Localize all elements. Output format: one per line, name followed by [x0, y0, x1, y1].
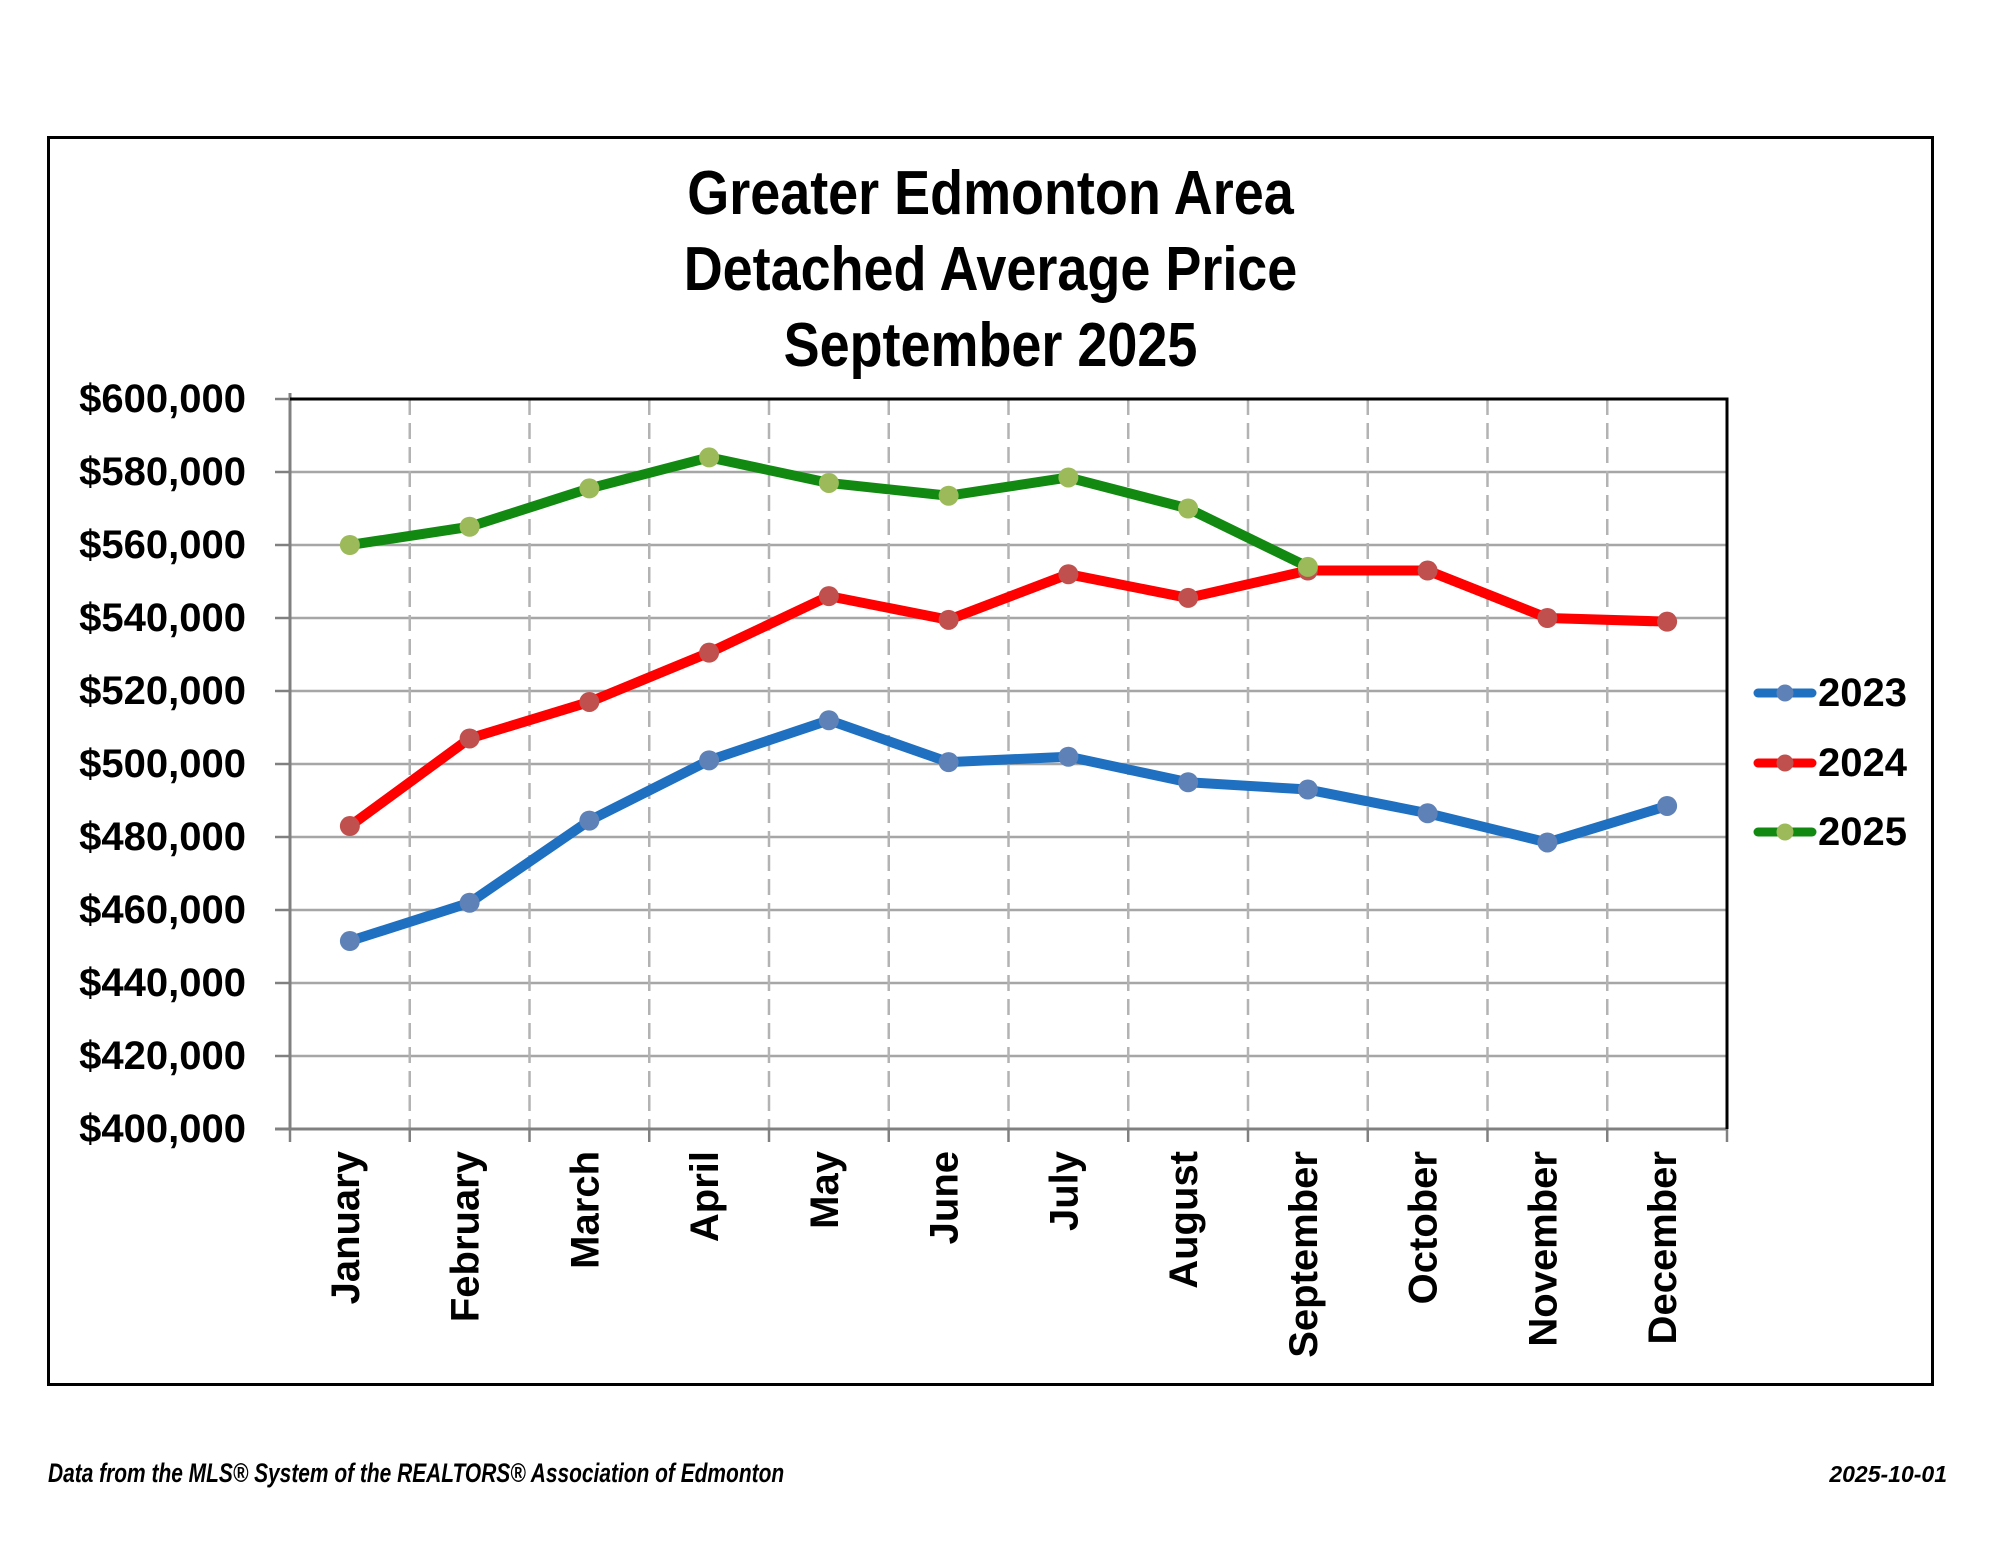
x-axis-label: March [563, 1151, 607, 1269]
series-2024-point-July [1058, 564, 1079, 585]
series-2023-point-December [1657, 795, 1678, 816]
legend-entry-2025: 2025 [1752, 812, 1907, 852]
series-2024-point-February [459, 728, 480, 749]
legend-entry-2024: 2024 [1752, 743, 1907, 783]
legend-label-2025: 2025 [1818, 810, 1907, 854]
y-axis-label: $600,000 [79, 377, 246, 421]
chart-title-line-2: Detached Average Price [683, 235, 1298, 304]
x-axis-label: September [1282, 1151, 1326, 1358]
series-2025-point-July [1058, 467, 1079, 488]
legend-swatch-2025 [1753, 823, 1817, 841]
chart-title: Greater Edmonton Area Detached Average P… [170, 156, 1812, 384]
footer-date: 2025-10-01 [1829, 1461, 1947, 1487]
legend-label-2024: 2024 [1818, 740, 1907, 785]
series-2023-point-January [339, 931, 360, 952]
y-axis-label: $560,000 [79, 523, 246, 567]
chart-title-line-1: Greater Edmonton Area [687, 159, 1294, 228]
x-axis-label: October [1402, 1151, 1446, 1304]
x-axis-label: December [1641, 1151, 1685, 1344]
series-2025-point-May [818, 472, 839, 493]
series-2023-point-June [938, 752, 959, 773]
series-2024-point-November [1537, 608, 1558, 628]
x-axis-label: May [803, 1150, 847, 1229]
series-2023-point-August [1178, 772, 1199, 793]
series-line-2024 [344, 565, 1673, 832]
series-2025-point-January [339, 535, 360, 555]
y-axis-label: $460,000 [79, 888, 246, 932]
y-axis-label: $540,000 [79, 596, 246, 640]
series-2024-point-August [1178, 587, 1199, 608]
series-2023-point-July [1058, 746, 1079, 767]
series-2025-point-March [579, 478, 600, 499]
series-2024-point-May [818, 586, 839, 607]
series-2025-point-August [1178, 498, 1199, 519]
y-axis-label: $400,000 [79, 1107, 246, 1151]
series-2023-point-October [1417, 803, 1438, 824]
series-2023-point-November [1537, 832, 1558, 853]
x-axis-label: November [1521, 1151, 1565, 1347]
y-axis-label: $420,000 [79, 1034, 246, 1078]
chart-title-line-3: September 2025 [783, 311, 1198, 380]
series-2023-point-March [579, 810, 600, 831]
y-axis-label: $500,000 [79, 742, 246, 786]
x-axis-label: June [923, 1151, 967, 1244]
series-2025-point-September [1297, 556, 1318, 577]
series-2024-point-April [699, 642, 720, 663]
series-2024-point-October [1417, 560, 1438, 581]
series-2023-point-April [699, 750, 720, 771]
series-2025-point-April [699, 447, 720, 468]
y-axis-label: $480,000 [79, 815, 246, 859]
x-axis-label: August [1162, 1151, 1206, 1289]
series-2024-point-December [1657, 611, 1678, 632]
series-2023-point-May [818, 710, 839, 731]
series-2024-point-March [579, 691, 600, 712]
legend-entry-2023: 2023 [1752, 673, 1907, 713]
series-2025-point-June [938, 485, 959, 506]
series-2024-point-June [938, 609, 959, 630]
series-2023-point-February [459, 892, 480, 913]
x-axis-label: July [1042, 1150, 1086, 1231]
series-2025-point-February [459, 516, 480, 537]
y-axis-label: $440,000 [79, 961, 246, 1005]
legend-swatch-2024 [1753, 754, 1817, 771]
x-axis-label: February [444, 1150, 488, 1322]
series-line-2023 [344, 715, 1673, 947]
x-axis-label: January [324, 1150, 368, 1304]
series-2024-point-January [339, 816, 360, 837]
legend-label-2023: 2023 [1818, 671, 1907, 715]
series-2023-point-September [1297, 779, 1318, 800]
y-axis-label: $580,000 [79, 450, 246, 494]
x-axis-label: April [683, 1151, 727, 1242]
y-axis-label: $520,000 [79, 669, 246, 713]
legend-swatch-2023 [1753, 684, 1817, 702]
footer-source: Data from the MLS® System of the REALTOR… [48, 1458, 785, 1488]
